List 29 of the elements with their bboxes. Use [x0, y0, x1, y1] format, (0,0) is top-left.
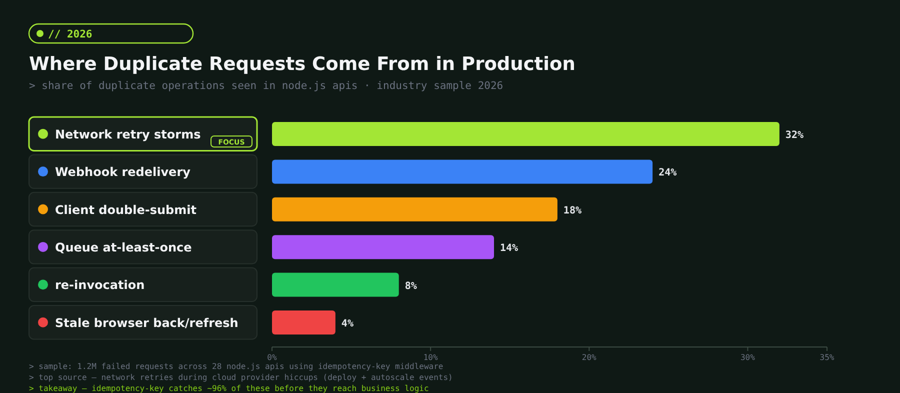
y-tick-label: re-invocation: [55, 278, 145, 292]
text: > sample: 1.2M failed requests across 28 node.js apis using idempotency-key middleware: [29, 362, 444, 371]
x-tick-label: 35%: [820, 353, 834, 362]
data-label: 24%: [658, 168, 677, 179]
y-tick-label: Queue at-least-once: [55, 240, 192, 254]
data-label: 18%: [563, 205, 582, 216]
text: > takeaway — idempotency-key catches ~96% of these before they reach business logic: [29, 384, 429, 393]
x-tick-label: 30%: [740, 353, 756, 362]
y-tick-label: Network retry storms: [55, 127, 201, 142]
data-label: 4%: [341, 318, 354, 330]
bar: [272, 197, 558, 222]
chart-title: Where Duplicate Requests Come From in Production: [29, 54, 576, 75]
data-label: 8%: [404, 280, 417, 292]
x-tick-label: 20%: [582, 353, 597, 362]
chart-subtitle: > share of duplicate operations seen in node.js apis · industry sample 2026: [29, 80, 504, 92]
bar: [272, 122, 780, 146]
data-label: 14%: [500, 243, 518, 254]
bar: [272, 235, 494, 260]
text: // 2026: [48, 28, 92, 40]
bar: [272, 160, 653, 184]
bar: [272, 310, 336, 334]
y-tick-label: Stale browser back/refresh: [55, 316, 238, 330]
y-tick-label: Client double-submit: [55, 202, 197, 217]
text: > top source — network retries during cloud provider hiccups (deploy + autoscale events): [29, 373, 453, 382]
y-tick-label: Webhook redelivery: [55, 165, 191, 180]
bar: [272, 272, 399, 297]
data-label: 32%: [785, 130, 804, 141]
x-tick-label: 0%: [267, 353, 277, 362]
x-tick-label: 10%: [423, 353, 438, 362]
